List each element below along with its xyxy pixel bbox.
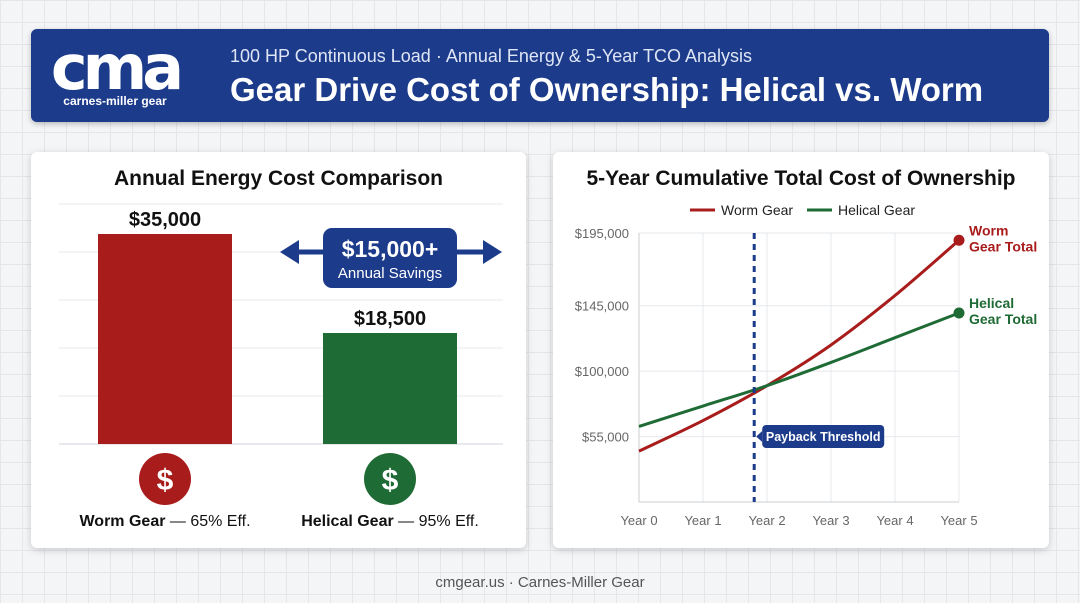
payback-badge <box>762 425 885 448</box>
end-label-line: Helical <box>969 295 1014 311</box>
savings-arrow-left <box>280 240 299 264</box>
company-logo: cma carnes-miller gear <box>45 41 185 113</box>
logo-mark: cma <box>51 41 179 97</box>
line-chart-card: $55,000 $100,000 $145,000 $195,000 Year 0 Yea… <box>553 152 1049 548</box>
footer-credit: cmgear.us · Carnes-Miller Gear <box>435 574 645 591</box>
dollar-icon-glyph: $ <box>157 464 174 497</box>
bar-worm <box>98 234 232 444</box>
x-tick-label: Year 4 <box>876 513 913 528</box>
line-chart-title: 5-Year Cumulative Total Cost of Ownershi… <box>586 167 1016 190</box>
dollar-icon-circle <box>364 453 416 505</box>
x-tick-label: Year 5 <box>940 513 977 528</box>
savings-label: Annual Savings <box>338 265 442 282</box>
logo-company-name: carnes-miller gear <box>63 94 167 108</box>
bar-value-label: $18,500 <box>354 308 426 330</box>
y-tick-label: $145,000 <box>575 299 629 314</box>
series-line-worm <box>638 239 960 453</box>
bar-category-label: Helical Gear — 95% Eff. <box>301 513 479 530</box>
header-banner: cma carnes-miller gear 100 HP Continuous… <box>31 29 1049 122</box>
series-line-helical <box>638 311 960 428</box>
legend-label: Helical Gear <box>838 202 915 218</box>
savings-badge <box>323 228 457 288</box>
y-tick-label: $55,000 <box>582 430 629 445</box>
x-tick-label: Year 0 <box>620 513 657 528</box>
dollar-icon-glyph: $ <box>382 464 399 497</box>
bar-chart-title: Annual Energy Cost Comparison <box>113 167 444 190</box>
legend-label: Worm Gear <box>721 202 793 218</box>
savings-arrow-right <box>483 240 502 264</box>
dollar-icon: $ <box>139 453 191 505</box>
end-label-line: Gear Total <box>969 311 1037 327</box>
category-detail: — 95% Eff. <box>394 513 479 530</box>
category-detail: — 65% Eff. <box>165 513 250 530</box>
page-title: Gear Drive Cost of Ownership: Helical vs… <box>230 71 984 108</box>
end-label-line: Gear Total <box>969 238 1037 254</box>
dollar-icon-circle <box>139 453 191 505</box>
category-name: Helical Gear <box>301 513 394 530</box>
series-end-label: Worm Gear Total <box>969 222 1037 254</box>
x-tick-label: Year 1 <box>684 513 721 528</box>
bar-helical <box>323 333 457 444</box>
y-tick-label: $195,000 <box>575 226 629 241</box>
line-chart: $55,000 $100,000 $145,000 $195,000 Year 0 Yea… <box>575 202 1037 528</box>
series-end-point <box>953 307 965 319</box>
bar-chart: $35,000 $ Worm Gear — 65% Eff. $18,500 $ Heli… <box>59 203 503 530</box>
savings-value: $15,000+ <box>342 236 439 262</box>
dollar-icon: $ <box>364 453 416 505</box>
end-label-line: Worm <box>969 222 1008 238</box>
bar-chart-card: $35,000 $ Worm Gear — 65% Eff. $18,500 $ Heli… <box>31 152 526 548</box>
x-tick-label: Year 2 <box>748 513 785 528</box>
bar-category-label: Worm Gear — 65% Eff. <box>79 513 250 530</box>
x-tick-label: Year 3 <box>812 513 849 528</box>
page-subtitle: 100 HP Continuous Load · Annual Energy &… <box>230 46 752 66</box>
category-name: Worm Gear <box>79 513 165 530</box>
y-tick-label: $100,000 <box>575 364 629 379</box>
series-end-point <box>953 234 965 246</box>
series-end-label: Helical Gear Total <box>969 295 1037 327</box>
payback-badge-pointer <box>756 431 763 442</box>
bar-value-label: $35,000 <box>129 209 201 231</box>
payback-label: Payback Threshold <box>766 430 881 444</box>
